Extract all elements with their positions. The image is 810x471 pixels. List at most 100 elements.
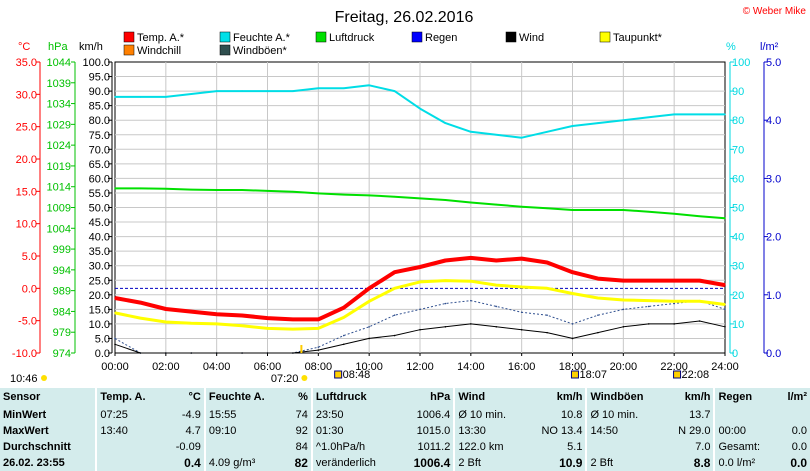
series-point [495,326,498,328]
wind-axis-tick-label: 45.0 [89,217,110,229]
series-point [444,259,447,262]
series-point [546,261,548,264]
stats-min-temp-value: -4.9 [181,409,201,421]
legend-swatch [505,31,517,43]
series-point [673,113,675,116]
series-point [342,87,345,89]
series-point [165,321,167,323]
rain-axis-tick-label: 5.0 [766,57,781,69]
pressure-axis-tick-label: 989 [53,286,71,298]
pressure-axis-tick-label: 994 [53,265,71,277]
legend-item: Feuchte A.* [219,31,291,44]
sunrise-icon [301,375,308,381]
series-point [139,96,142,98]
stats-header-sensor: Sensor [3,391,41,403]
temp-axis-label: °C [18,41,30,53]
y-axes: -10.0 -5.0 0.0 5.0 10.0 15.0 20.0 25.0 30.0 35.0 9… [12,57,781,360]
x-tick-label: 10:00 [355,361,383,373]
stats-min-rain-time [713,407,778,423]
stats-current-label: 26.02. 23:55 [3,457,65,469]
x-tick-label: 18:00 [559,361,587,373]
rain-axis-tick-label: 0.0 [766,348,781,360]
series-point [597,297,599,299]
x-tick-label: 00:00 [101,361,129,373]
stats-current-wind-value: 10.9 [559,456,583,470]
series-point [724,217,726,220]
x-tick-label: 16:00 [508,361,536,373]
legend-item: Windchill [123,44,181,57]
series-point [317,346,320,348]
stats-header-hum: Feuchte A. [203,388,286,407]
stats-current-press-value: 1006.4 [413,456,451,470]
series-point [368,326,370,328]
series-point [673,300,675,303]
legend-swatch [219,31,231,43]
series-point [190,352,193,354]
stats-avg-press-trend: ^1.0hPa/h [310,439,399,455]
x-tick-label: 02:00 [152,361,180,373]
stats-current-temp-time [95,455,164,471]
humidity-axis-tick-label: 20 [732,290,744,302]
legend-label: Feuchte A.* [233,32,291,44]
series-point [215,323,218,325]
series-point [393,334,396,337]
series-point [698,279,701,282]
weather-chart: Freitag, 26.02.2016 © Weber Mike Temp. A… [10,6,807,385]
sun-icon [41,375,47,381]
humidity-axis-tick-label: 30 [732,261,744,273]
stats-avg-rain-label: Gesamt: [713,439,778,455]
series-point [317,87,320,89]
series-point [444,279,447,282]
series-point [393,195,396,198]
series-point [571,323,574,325]
legend-label: Regen [425,32,457,44]
series-point [724,284,726,286]
series-point [622,326,625,328]
series-point [292,328,294,330]
series-point [597,314,599,316]
stats-current-hum-abs: 4.09 g/m³ [203,455,286,471]
series-point [419,107,421,110]
series-point [114,96,116,98]
series-point [215,189,218,191]
series-point [724,308,726,311]
temp-axis-tick-label: 30.0 [16,89,37,101]
stats-avg-label: Durchschnitt [3,441,71,453]
series-point [266,352,269,354]
stats-min-wind-label: Ø 10 min. [453,407,525,423]
stats-min-wind-value: 10.8 [561,409,583,421]
series-point [546,207,548,210]
humidity-axis-tick-label: 0 [732,348,738,360]
humidity-axis-tick-label: 70 [732,144,744,156]
x-tick-label: 24:00 [711,361,739,373]
series-point [647,279,650,282]
stats-current-wind-bft: 2 Bft [453,455,525,471]
series-point [241,314,243,317]
x-tick-label: 08:00 [305,361,333,373]
series-point [165,187,167,190]
copyright-label: © Weber Mike [743,6,807,17]
pressure-axis-tick-label: 1019 [47,161,71,173]
legend-label: Taupunkt* [613,32,663,44]
chart-legend: Temp. A.* Feuchte A.* Luftdruck Regen Wind Ta… [123,31,663,57]
stats-header-gust-unit: km/h [684,391,711,403]
series-point [190,322,193,325]
series-point [190,93,193,95]
legend-label: Luftdruck [329,32,375,44]
stats-avg-press-value: 1011.2 [417,441,451,453]
pressure-axis-tick-label: 999 [53,244,71,256]
stats-current-temp-value: 0.4 [184,456,201,470]
stats-avg-gust-time [585,439,664,455]
series-point [241,90,243,92]
stats-max-rain-time: 00:00 [713,423,778,439]
stats-header-press: Luftdruck [310,388,399,407]
series-point [647,116,650,119]
rain-axis-tick-label: 2.0 [766,232,781,244]
series-point [622,119,625,121]
series-point [139,187,142,190]
stats-header-hum-unit: % [298,391,308,403]
series-point [647,305,650,308]
series-point [495,284,498,286]
temp-axis-tick-label: -5.0 [18,316,37,328]
series-point [597,209,599,211]
